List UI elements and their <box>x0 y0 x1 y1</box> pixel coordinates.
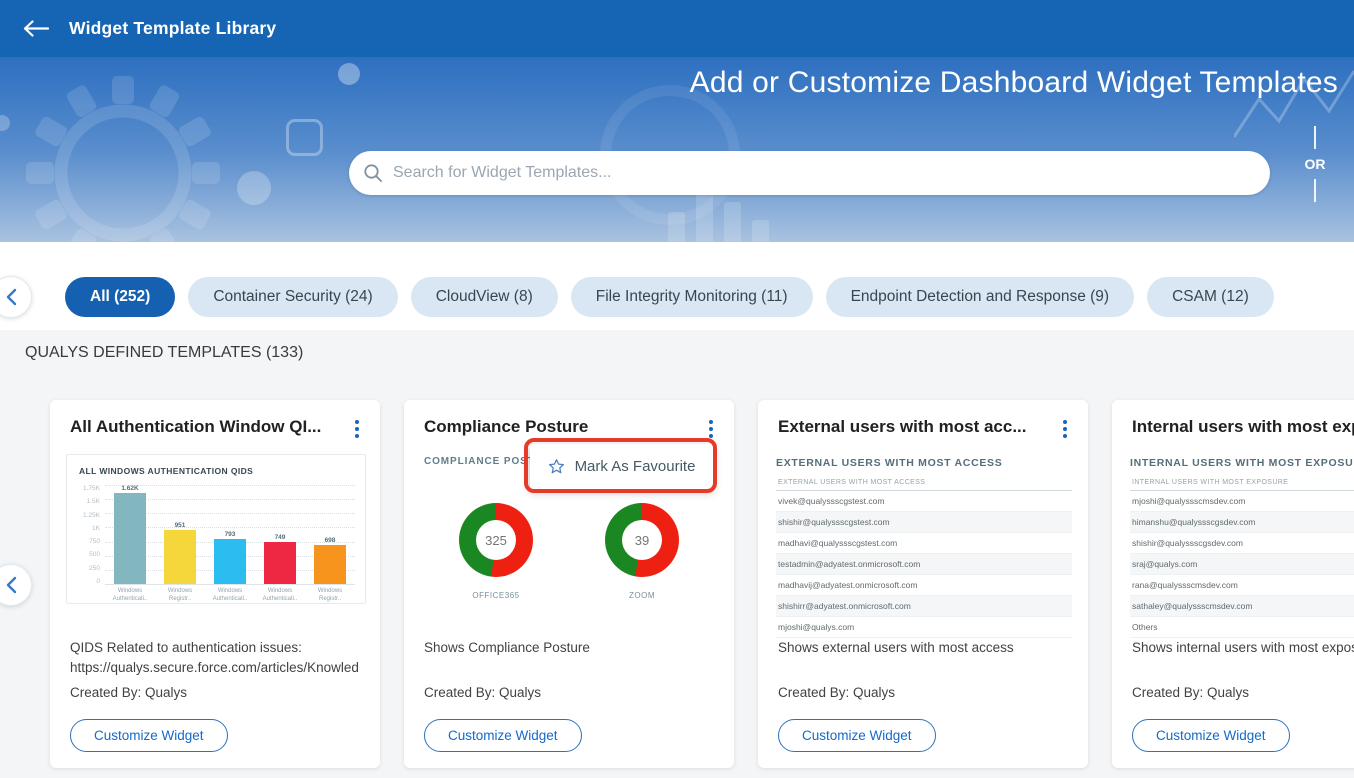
table-widget-preview: EXTERNAL USERS WITH MOST ACCESS EXTERNAL… <box>776 457 1072 638</box>
filter-pill[interactable]: File Integrity Monitoring (11) <box>570 277 813 317</box>
kebab-menu-icon[interactable] <box>702 417 720 441</box>
search-input[interactable] <box>393 164 1256 182</box>
customize-widget-button[interactable]: Customize Widget <box>1132 719 1290 752</box>
linechart-decoration <box>1234 70 1354 138</box>
donut-charts: 325 OFFICE365 39 ZOOM <box>404 503 734 600</box>
card-description: Shows external users with most access <box>778 640 1014 655</box>
widget-card-internal-users: Internal users with most exp... INTERNAL… <box>1112 400 1354 768</box>
chart-title: ALL WINDOWS AUTHENTICATION QIDS <box>79 466 254 476</box>
circle-decoration <box>237 171 271 205</box>
created-by: Created By: Qualys <box>778 685 896 700</box>
bar-chart-xlabels: Windows Authenticati.. Windows Registr.. Win… <box>112 588 343 602</box>
table-row: sraj@qualys.com <box>1130 554 1354 575</box>
table-row: sathaley@qualyssscmsdev.com <box>1130 596 1354 617</box>
donut-label: ZOOM <box>629 591 655 600</box>
bar <box>164 530 196 584</box>
table-title: INTERNAL USERS WITH MOST EXPOSURE <box>1130 457 1354 469</box>
cards-scroll-left-button[interactable] <box>0 564 32 606</box>
circle-decoration <box>0 115 10 131</box>
table-row: shishir@qualyssscgsdev.com <box>1130 533 1354 554</box>
created-by: Created By: Qualys <box>70 685 188 700</box>
card-title: Internal users with most exp... <box>1132 417 1354 436</box>
gear-decoration <box>26 76 220 242</box>
internal-users-table: mjoshi@qualyssscmsdev.com himanshu@qualys… <box>1130 491 1354 638</box>
widget-card-all-authentication: All Authentication Window QI... ALL WIND… <box>50 400 380 768</box>
hero-banner: Add or Customize Dashboard Widget Templa… <box>0 57 1354 242</box>
or-label: OR <box>1304 156 1326 172</box>
filter-pill[interactable]: Container Security (24) <box>188 277 398 317</box>
table-row: shishirr@adyatest.onmicrosoft.com <box>776 596 1072 617</box>
bar <box>114 493 146 584</box>
widget-card-external-users: External users with most acc... EXTERNAL… <box>758 400 1088 768</box>
card-description: Shows internal users with most exposure <box>1132 640 1354 655</box>
bar <box>214 539 246 584</box>
donut-ring: 39 <box>605 503 679 577</box>
customize-widget-button[interactable]: Customize Widget <box>70 719 228 752</box>
hero-title: Add or Customize Dashboard Widget Templa… <box>689 66 1338 99</box>
chevron-left-icon <box>6 576 17 594</box>
table-row: testadmin@adyatest.onmicrosoft.com <box>776 554 1072 575</box>
bar-chart-plot: 1.62K 951 793 749 698 <box>105 485 355 585</box>
filter-pill[interactable]: All (252) <box>65 277 176 317</box>
kebab-menu-icon[interactable] <box>1056 417 1074 441</box>
card-title: Compliance Posture <box>424 417 589 436</box>
donut-center-value: 39 <box>622 520 662 560</box>
table-row: madhavij@adyatest.onmicrosoft.com <box>776 575 1072 596</box>
donut-center-value: 325 <box>476 520 516 560</box>
circle-decoration <box>338 63 360 85</box>
bar-chart-widget-preview: ALL WINDOWS AUTHENTICATION QIDS 1.75K 1.5… <box>66 454 366 604</box>
menu-item-label: Mark As Favourite <box>574 458 696 475</box>
created-by: Created By: Qualys <box>424 685 542 700</box>
bar <box>264 541 296 584</box>
star-icon <box>548 459 564 474</box>
external-users-table: vivek@qualyssscgstest.com shishir@qualyss… <box>776 491 1072 638</box>
table-row: rana@qualyssscmsdev.com <box>1130 575 1354 596</box>
page-title: Widget Template Library <box>69 18 277 38</box>
or-divider: OR <box>1299 126 1331 202</box>
table-row: mjoshi@qualyssscmsdev.com <box>1130 491 1354 512</box>
search-icon <box>364 164 382 182</box>
donut-zoom: 39 ZOOM <box>605 503 679 600</box>
filter-pills: All (252) Container Security (24) CloudVie… <box>65 277 1354 317</box>
table-row: madhavi@qualyssscgstest.com <box>776 533 1072 554</box>
table-row: himanshu@qualyssscgsdev.com <box>1130 512 1354 533</box>
card-title: All Authentication Window QI... <box>70 417 322 436</box>
table-row: shishir@qualyssscgstest.com <box>776 512 1072 533</box>
bars-decoration <box>668 190 769 242</box>
table-widget-preview: INTERNAL USERS WITH MOST EXPOSURE INTERN… <box>1130 457 1354 638</box>
filter-pill[interactable]: Endpoint Detection and Response (9) <box>825 277 1135 317</box>
card-title: External users with most acc... <box>778 417 1027 436</box>
filter-bar: All (252) Container Security (24) CloudVie… <box>0 242 1354 330</box>
filter-pill[interactable]: CloudView (8) <box>410 277 558 317</box>
customize-widget-button[interactable]: Customize Widget <box>424 719 582 752</box>
card-description: QIDS Related to authentication issues: h… <box>70 640 359 676</box>
bar <box>314 544 346 584</box>
customize-widget-button[interactable]: Customize Widget <box>778 719 936 752</box>
created-by: Created By: Qualys <box>1132 685 1250 700</box>
table-row: mjoshi@qualys.com <box>776 617 1072 638</box>
menu-item-mark-as-favourite[interactable]: Mark As Favourite <box>530 444 713 489</box>
table-row: Others <box>1130 617 1354 638</box>
template-cards-row: All Authentication Window QI... ALL WIND… <box>50 400 1354 768</box>
chevron-left-icon <box>6 288 17 306</box>
table-column-header: INTERNAL USERS WITH MOST EXPOSURE <box>1130 479 1354 491</box>
card-description: Shows Compliance Posture <box>424 640 590 655</box>
topbar: Widget Template Library <box>0 0 1354 57</box>
donut-office365: 325 OFFICE365 <box>459 503 533 600</box>
table-column-header: EXTERNAL USERS WITH MOST ACCESS <box>776 479 1072 491</box>
search-bar <box>349 151 1270 195</box>
section-title: QUALYS DEFINED TEMPLATES (133) <box>25 344 304 361</box>
widget-preview-title: COMPLIANCE POSTURE <box>424 456 559 467</box>
kebab-menu-icon[interactable] <box>348 417 366 441</box>
donut-label: OFFICE365 <box>472 591 520 600</box>
square-decoration <box>286 119 323 156</box>
donut-ring: 325 <box>459 503 533 577</box>
table-row: vivek@qualyssscgstest.com <box>776 491 1072 512</box>
bar-chart-yaxis: 1.75K 1.5K 1.25K 1K 750 500 250 0 <box>83 485 100 585</box>
table-title: EXTERNAL USERS WITH MOST ACCESS <box>776 457 1003 469</box>
filter-pill[interactable]: CSAM (12) <box>1147 277 1274 317</box>
back-arrow-icon[interactable] <box>22 20 49 37</box>
